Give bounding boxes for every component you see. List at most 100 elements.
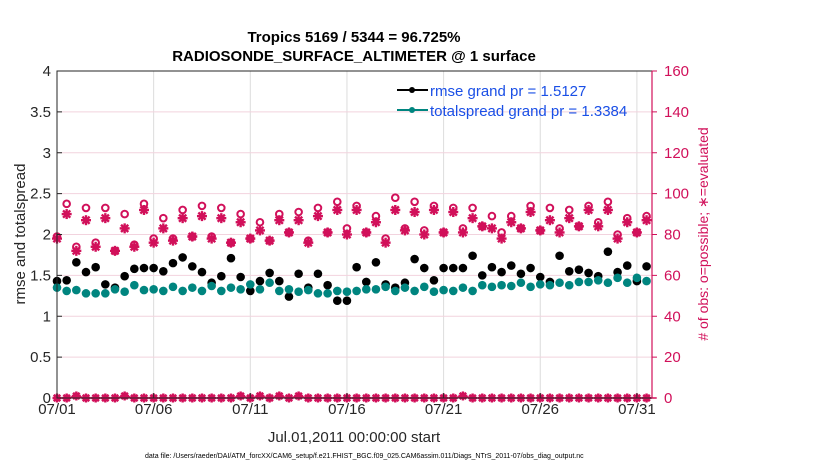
totalspread-point <box>294 287 303 297</box>
totalspread-point <box>400 283 410 292</box>
rmse-point <box>468 251 477 261</box>
totalspread-point <box>197 286 207 296</box>
rmse-point <box>274 276 284 286</box>
obs-possible-point <box>294 207 303 217</box>
y-right-tick-label: 80 <box>664 227 681 244</box>
rmse-point <box>535 272 545 282</box>
rmse-point <box>410 254 419 264</box>
obs-evaluated-point <box>409 207 420 218</box>
obs-possible-point <box>236 209 245 219</box>
rmse-point <box>516 269 526 279</box>
rmse-point <box>265 268 274 278</box>
obs-possible-point <box>410 197 419 207</box>
x-tick-label: 07/06 <box>135 401 173 418</box>
obs-evaluated-point <box>631 227 642 238</box>
rmse-point <box>642 262 651 271</box>
totalspread-point <box>603 278 613 288</box>
totalspread-point <box>477 280 487 290</box>
y-right-tick-label: 60 <box>664 267 681 284</box>
legend-label-totalspread: totalspread grand pr = 1.3384 <box>430 103 627 120</box>
y-axis-label: rmse and totalspread <box>12 164 29 305</box>
rmse-point <box>323 280 332 290</box>
x-tick-label: 07/11 <box>232 401 268 418</box>
obs-evaluated-point <box>206 233 217 244</box>
obs-evaluated-point <box>428 204 439 215</box>
rmse-point <box>439 263 448 273</box>
footnote: data file: /Users/raeder/DAI/ATM_forcXX/… <box>145 453 584 460</box>
obs-evaluated-point <box>573 221 584 232</box>
totalspread-point <box>439 285 448 295</box>
rmse-point <box>584 268 593 278</box>
obs-possible-point <box>564 205 574 215</box>
totalspread-point <box>506 281 516 291</box>
totalspread-point <box>217 286 226 296</box>
zero-obs-star <box>294 391 304 401</box>
obs-possible-point <box>468 203 477 213</box>
series-0 <box>52 247 651 306</box>
obs-evaluated-point <box>477 221 488 232</box>
rmse-point <box>91 262 100 272</box>
rmse-point <box>197 267 207 277</box>
obs-possible-point <box>81 203 91 213</box>
rmse-point <box>159 266 168 276</box>
rmse-point <box>62 275 71 285</box>
obs-evaluated-point <box>341 229 352 240</box>
obs-evaluated-point <box>564 213 575 224</box>
zero-obs-star <box>458 391 468 401</box>
y-tick-label: 2.5 <box>30 186 51 203</box>
obs-evaluated-point <box>303 237 314 248</box>
totalspread-point <box>139 285 149 295</box>
obs-evaluated-point <box>496 233 507 244</box>
rmse-point <box>429 275 439 285</box>
obs-evaluated-point <box>506 217 517 228</box>
rmse-point <box>284 292 294 301</box>
obs-evaluated-point <box>535 225 546 236</box>
totalspread-point <box>332 286 342 296</box>
x-tick-label: 07/26 <box>521 401 559 418</box>
totalspread-point <box>516 278 526 288</box>
series-2 <box>52 193 651 256</box>
rmse-point <box>603 247 613 256</box>
totalspread-point <box>410 286 419 296</box>
obs-evaluated-point <box>148 237 159 248</box>
totalspread-point <box>303 285 313 295</box>
zero-obs-star <box>274 391 284 401</box>
totalspread-point <box>458 283 468 292</box>
obs-evaluated-point <box>177 213 188 224</box>
obs-possible-point <box>545 203 555 213</box>
obs-evaluated-point <box>71 245 82 256</box>
y-tick-label: 4 <box>43 63 51 80</box>
totalspread-point <box>468 286 477 296</box>
totalspread-point <box>188 283 197 292</box>
obs-evaluated-point <box>109 245 120 256</box>
obs-evaluated-point <box>399 225 410 236</box>
rmse-point <box>448 263 458 273</box>
obs-possible-point <box>178 205 187 215</box>
totalspread-point <box>352 286 361 296</box>
obs-evaluated-point <box>370 217 381 228</box>
totalspread-point <box>149 284 158 294</box>
obs-evaluated-point <box>457 227 468 238</box>
obs-evaluated-point <box>380 237 391 248</box>
totalspread-point <box>593 275 603 285</box>
totalspread-point <box>207 281 216 291</box>
obs-evaluated-point <box>602 204 613 215</box>
obs-evaluated-point <box>515 223 526 234</box>
rmse-point <box>72 257 81 267</box>
totalspread-point <box>255 284 265 294</box>
x-tick-label: 07/01 <box>38 401 76 418</box>
obs-evaluated-point <box>486 223 497 234</box>
obs-possible-point <box>487 211 497 221</box>
totalspread-point <box>448 286 458 296</box>
rmse-point <box>226 253 236 263</box>
totalspread-point <box>622 278 632 288</box>
obs-evaluated-point <box>196 211 207 222</box>
rmse-point <box>246 286 255 296</box>
y-tick-label: 2 <box>43 227 51 244</box>
rmse-point <box>342 296 352 306</box>
rmse-point <box>101 280 110 289</box>
y-right-tick-label: 160 <box>664 63 689 80</box>
obs-evaluated-point <box>544 215 555 226</box>
data-marks <box>52 193 657 403</box>
rmse-point <box>352 262 361 272</box>
